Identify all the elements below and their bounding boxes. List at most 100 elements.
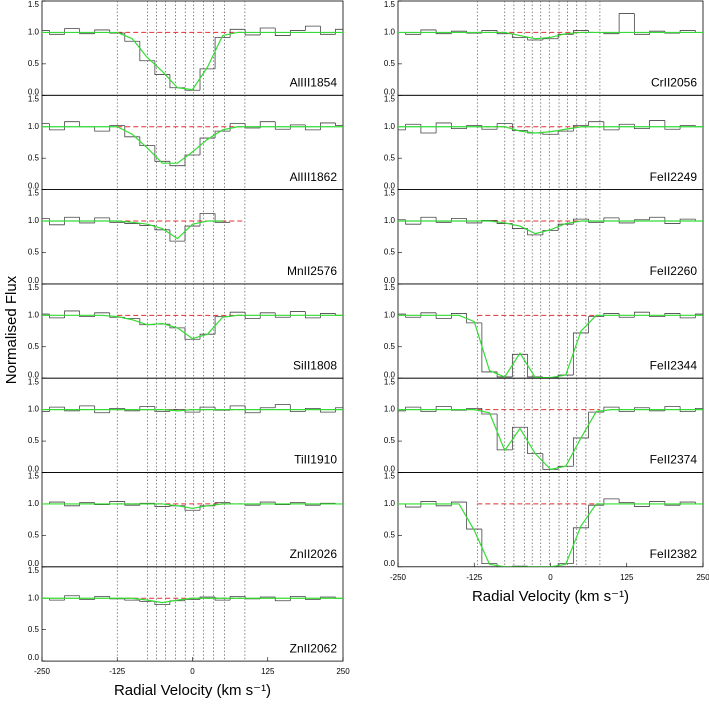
spectrum-bin	[542, 38, 559, 40]
spectrum-bin	[139, 502, 155, 506]
plot-area	[42, 189, 246, 284]
y-tick-label: 1.5	[28, 566, 40, 575]
x-tick-label: -125	[109, 667, 126, 676]
spectrum-bin	[124, 222, 140, 224]
spectrum-bin	[304, 311, 321, 319]
spectrum-bin	[94, 405, 110, 414]
spectrum-bin	[229, 28, 246, 38]
spectrum-bin	[94, 217, 110, 223]
y-tick-label: 1.5	[28, 94, 40, 103]
spectrum-bin	[335, 122, 343, 126]
spectrum-bin	[320, 408, 336, 413]
y-tick-label: 0.0	[28, 653, 40, 662]
spectrum-bin	[450, 501, 467, 506]
spectrum-bin	[618, 217, 635, 224]
spectrum-bin	[169, 600, 185, 605]
spectrum-bin	[420, 124, 437, 134]
model-fit	[398, 126, 703, 134]
spectrum-bin	[664, 501, 681, 506]
spectrum-bin	[649, 120, 665, 129]
spectrum-bin	[405, 503, 421, 508]
y-tick-label: 0.5	[28, 248, 40, 257]
spectrum-bin	[618, 498, 635, 504]
transition-label: ZnII2062	[290, 641, 338, 655]
x-tick-label: 125	[620, 573, 634, 582]
y-tick-label: 0.5	[28, 59, 40, 68]
spectrum-bin	[633, 124, 650, 130]
spectrum-bin	[304, 25, 321, 31]
spectrum-bin	[304, 596, 321, 600]
spectrum-bin	[184, 225, 201, 242]
model-fit	[398, 503, 703, 567]
model-fit	[42, 597, 343, 604]
spectrum-bin	[511, 33, 528, 38]
spectrum-bin	[79, 595, 95, 600]
y-tick-label: 1.0	[384, 499, 396, 508]
x-tick-label: 0	[190, 667, 195, 676]
spectrum-bin	[64, 28, 80, 35]
spectrum-bin	[542, 230, 559, 235]
y-tick-label: 0.5	[28, 342, 40, 351]
spectrum-bin	[64, 310, 80, 318]
spectrum-bin	[557, 223, 574, 231]
spectrum-bin	[109, 217, 125, 223]
spectrum-bin	[139, 136, 155, 146]
y-tick-label: 1.5	[384, 189, 396, 198]
spectrum-bin	[679, 125, 696, 130]
panel: 0.0 0.5 1.0 1.5 SiII1808	[28, 283, 344, 379]
spectrum-bin	[618, 123, 635, 130]
spectrum-bin	[633, 13, 650, 35]
y-tick-label: 1.0	[28, 28, 40, 37]
y-tick-label: 1.0	[28, 499, 40, 508]
panel: 0.0 0.5 1.0 1.5 -250 -125 0 125 250 ZnII2062	[28, 566, 350, 676]
spectrum-bin	[679, 406, 696, 412]
y-tick-label: 0.5	[384, 530, 396, 539]
model-fit	[398, 31, 703, 40]
model-fit	[42, 220, 223, 240]
spectrum-bin	[481, 220, 498, 223]
y-tick-label: 0.0	[28, 87, 40, 96]
y-tick-label: 0.0	[384, 182, 396, 191]
x-axis-title: Radial Velocity (km s⁻¹)	[114, 682, 271, 699]
y-tick-label: 0.0	[28, 465, 40, 474]
spectrum-bin	[618, 13, 635, 34]
y-tick-label: 0.0	[384, 87, 396, 96]
spectrum-bin	[64, 407, 80, 412]
y-tick-label: 1.5	[28, 0, 40, 9]
spectrum-bin	[466, 218, 482, 224]
y-tick-label: 0.5	[28, 153, 40, 162]
model-fit	[42, 409, 343, 412]
spectrum-bin	[49, 314, 65, 319]
panel: 0.0 0.5 1.0 1.5 FeII2249	[384, 94, 704, 191]
x-tick-label: 125	[261, 667, 275, 676]
spectrum-bin	[450, 122, 467, 130]
x-tick-label: -250	[390, 573, 407, 582]
y-tick-label: 0.5	[28, 625, 40, 634]
panel: 0.0 0.5 1.0 1.5 FeII2374	[384, 377, 704, 474]
y-tick-label: 1.5	[384, 94, 396, 103]
spectrum-bin	[94, 29, 110, 34]
spectrum-bin	[64, 502, 80, 507]
spectrum-bin	[259, 27, 276, 35]
spectrum-bin	[481, 408, 498, 415]
spectrum-bin	[435, 29, 452, 35]
spectrum-bin	[572, 437, 589, 467]
spectrum-bin	[49, 218, 65, 226]
y-tick-label: 1.5	[28, 283, 40, 292]
spectrum-bin	[274, 596, 291, 602]
spectrum-bin	[184, 327, 201, 340]
spectrum-bin	[481, 322, 498, 373]
panel: 0.0 0.5 1.0 1.5 -250 -125 0 125 250 FeII2382	[384, 472, 709, 582]
y-tick-label: 1.0	[384, 216, 396, 225]
spectrum-bin	[259, 121, 276, 128]
y-tick-label: 1.0	[28, 310, 40, 319]
spectrum-bin	[320, 26, 336, 35]
spectrum-bin	[49, 30, 65, 35]
spectrum-bin	[664, 31, 681, 34]
transition-label: FeII2374	[650, 453, 698, 467]
panel: 0.0 0.5 1.0 1.5 CrII2056	[384, 0, 704, 96]
spectrum-bin	[320, 313, 336, 318]
spectrum-bin	[542, 453, 559, 470]
y-tick-label: 0.5	[384, 342, 396, 351]
model-fit	[42, 31, 343, 91]
